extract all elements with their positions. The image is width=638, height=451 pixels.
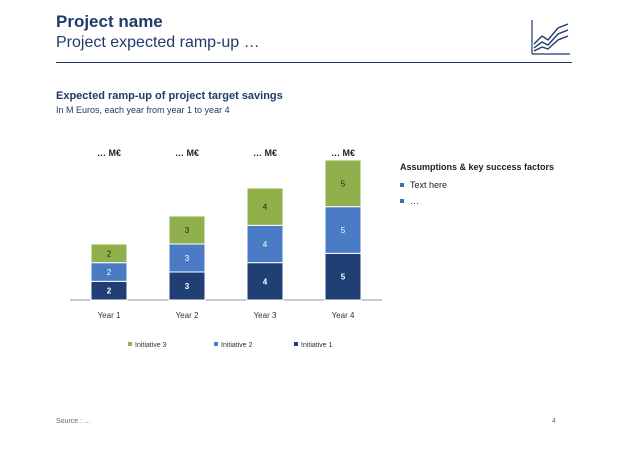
page-number: 4 xyxy=(552,418,556,425)
data-label: 3 xyxy=(185,282,190,291)
bar-segment xyxy=(324,206,362,254)
line-chart-icon xyxy=(528,18,572,58)
page-subtitle: Project expected ramp-up … xyxy=(56,34,260,51)
legend-label: Initiative 2 xyxy=(221,342,253,349)
total-label: … M€ xyxy=(253,148,277,158)
total-label: … M€ xyxy=(175,148,199,158)
section-title: Expected ramp-up of project target savin… xyxy=(56,90,283,102)
total-label: … M€ xyxy=(97,148,121,158)
source-note: Source : … xyxy=(56,418,92,425)
data-label: 2 xyxy=(107,287,112,296)
bar-segment xyxy=(324,159,362,208)
data-label: 5 xyxy=(341,273,346,282)
x-tick-label: Year 4 xyxy=(332,311,355,320)
data-label: 5 xyxy=(341,179,346,188)
legend-label: Initiative 1 xyxy=(301,342,333,349)
assumption-item: Text here xyxy=(400,180,447,190)
data-label: 2 xyxy=(107,249,112,258)
data-label: 4 xyxy=(263,240,268,249)
header-rule xyxy=(56,62,572,63)
data-label: 4 xyxy=(263,203,268,212)
x-tick-label: Year 1 xyxy=(98,311,121,320)
assumptions-list: Text here … xyxy=(400,180,447,212)
page-title: Project name xyxy=(56,12,163,31)
legend-swatch xyxy=(128,342,132,346)
data-label: 5 xyxy=(341,226,346,235)
bar-segment xyxy=(168,271,206,301)
total-label: … M€ xyxy=(331,148,355,158)
assumption-item: … xyxy=(400,196,447,206)
bar-segment xyxy=(324,252,362,301)
bar-segment xyxy=(168,215,206,245)
bar-segment xyxy=(246,187,284,226)
x-tick-label: Year 3 xyxy=(254,311,277,320)
section-subtitle: In M Euros, each year from year 1 to yea… xyxy=(56,105,230,115)
data-label: 2 xyxy=(107,268,112,277)
data-label: 4 xyxy=(263,277,268,286)
stacked-bar-chart: 2 2 2 … M€ Year 1 3 3 3 … M€ Year 2 4 4 4 … M€ Year 3 5… xyxy=(70,148,382,349)
bar-segment xyxy=(90,243,128,264)
x-tick-label: Year 2 xyxy=(176,311,199,320)
legend-swatch xyxy=(294,342,298,346)
data-label: 3 xyxy=(185,226,190,235)
legend-swatch xyxy=(214,342,218,346)
bar-segment xyxy=(246,224,284,264)
legend-label: Initiative 3 xyxy=(135,342,167,349)
assumptions-title: Assumptions & key success factors xyxy=(400,162,555,172)
data-label: 3 xyxy=(185,254,190,263)
